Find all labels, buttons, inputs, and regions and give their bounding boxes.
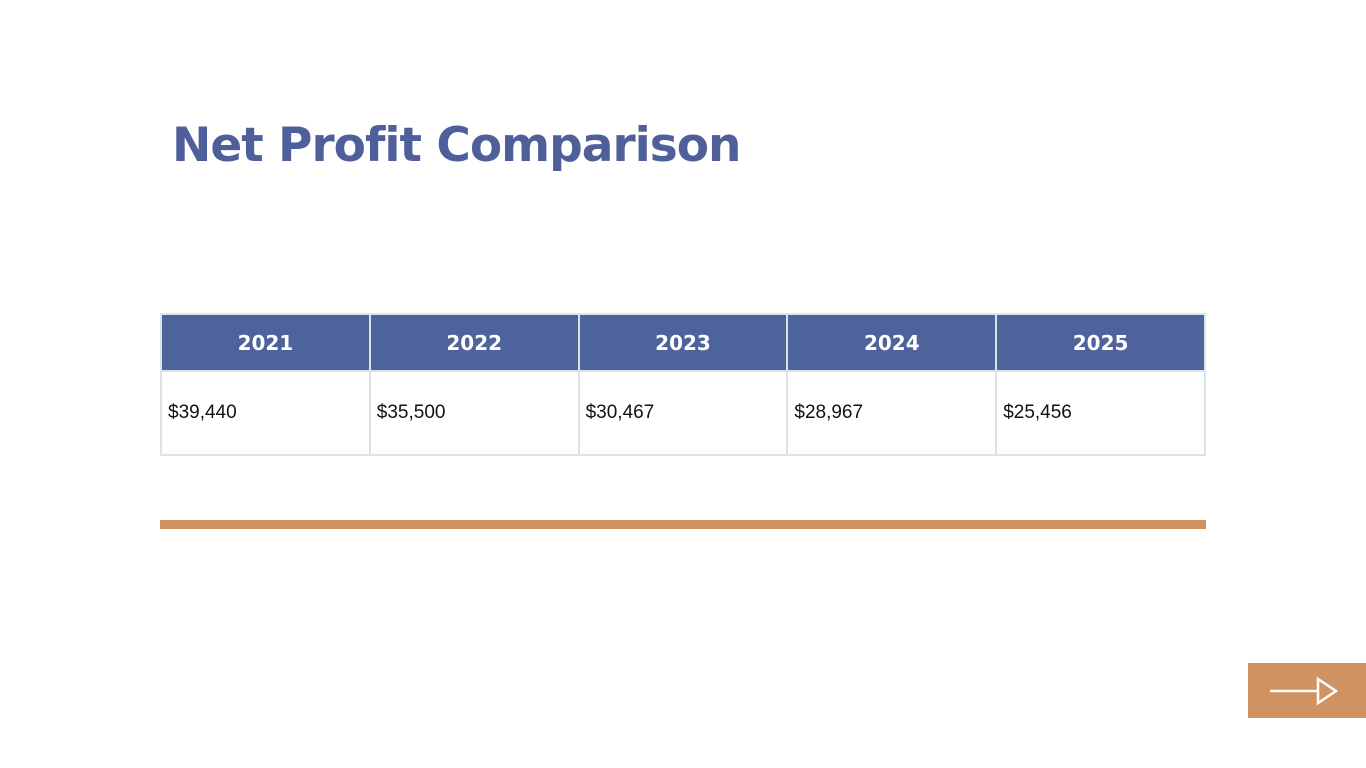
arrow-right-icon [1270, 676, 1339, 706]
column-header: 2024 [786, 313, 998, 372]
column-header: 2025 [995, 313, 1206, 372]
table-cell: $28,967 [786, 370, 998, 456]
table-cell: $39,440 [160, 370, 371, 456]
accent-divider [160, 520, 1206, 529]
column-header: 2022 [368, 313, 580, 372]
column-header: 2023 [577, 313, 789, 372]
column-header: 2021 [160, 313, 371, 372]
table-header-row: 2021 2022 2023 2024 2025 [160, 313, 1206, 372]
next-slide-button[interactable] [1248, 663, 1366, 718]
table-cell: $35,500 [368, 370, 580, 456]
table-cell: $30,467 [577, 370, 789, 456]
table-cell: $25,456 [995, 370, 1206, 456]
page-title: Net Profit Comparison [172, 118, 741, 173]
table-row: $39,440 $35,500 $30,467 $28,967 $25,456 [160, 370, 1206, 456]
net-profit-table: 2021 2022 2023 2024 2025 $39,440 $35,500… [160, 313, 1206, 456]
